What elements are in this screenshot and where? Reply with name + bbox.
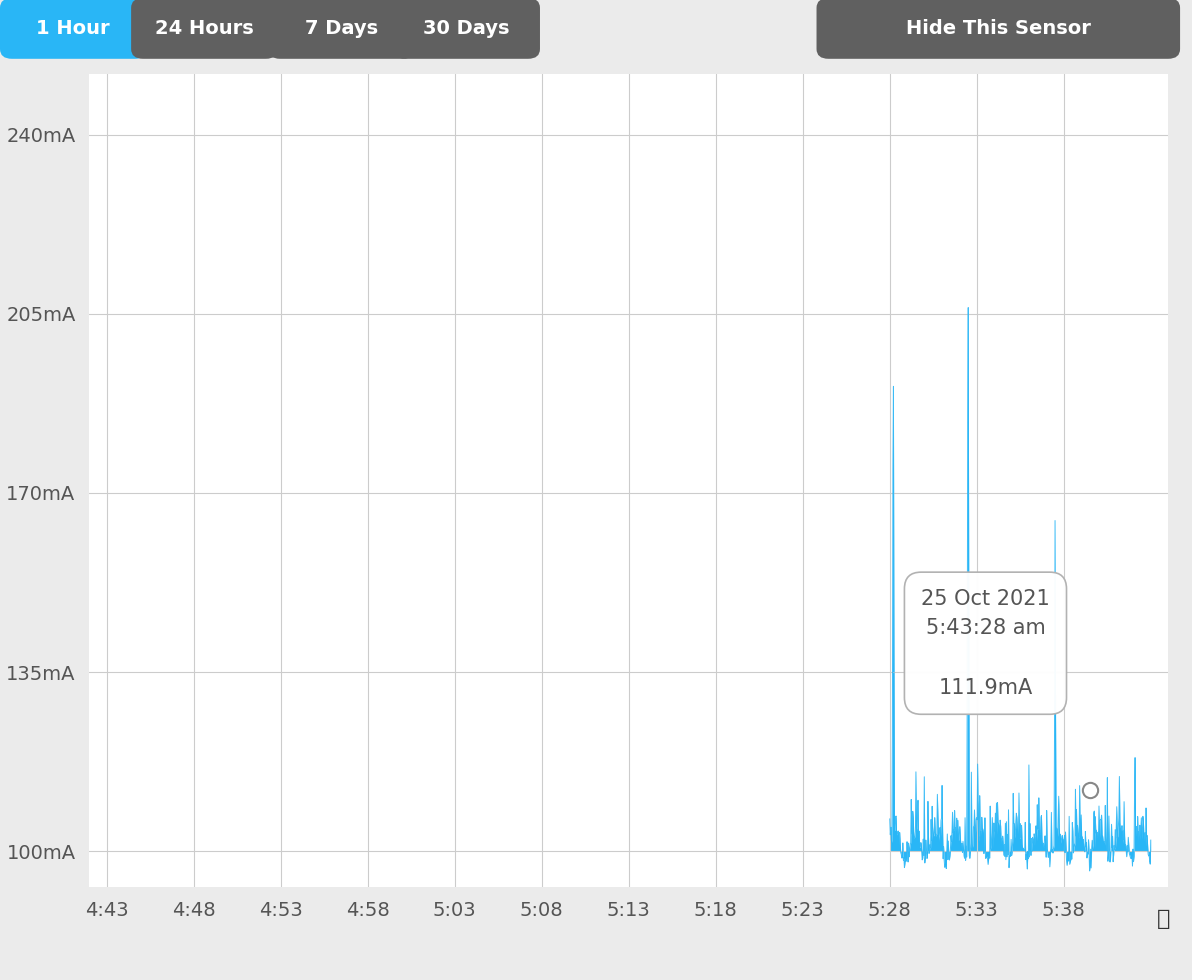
Text: Hide This Sensor: Hide This Sensor bbox=[906, 19, 1091, 38]
Text: 25 Oct 2021
5:43:28 am

111.9mA: 25 Oct 2021 5:43:28 am 111.9mA bbox=[921, 589, 1050, 698]
Text: 24 Hours: 24 Hours bbox=[155, 19, 254, 38]
Text: 30 Days: 30 Days bbox=[423, 19, 510, 38]
Text: 1 Hour: 1 Hour bbox=[37, 19, 110, 38]
Text: 7 Days: 7 Days bbox=[305, 19, 378, 38]
Text: 🕐: 🕐 bbox=[1156, 909, 1171, 929]
